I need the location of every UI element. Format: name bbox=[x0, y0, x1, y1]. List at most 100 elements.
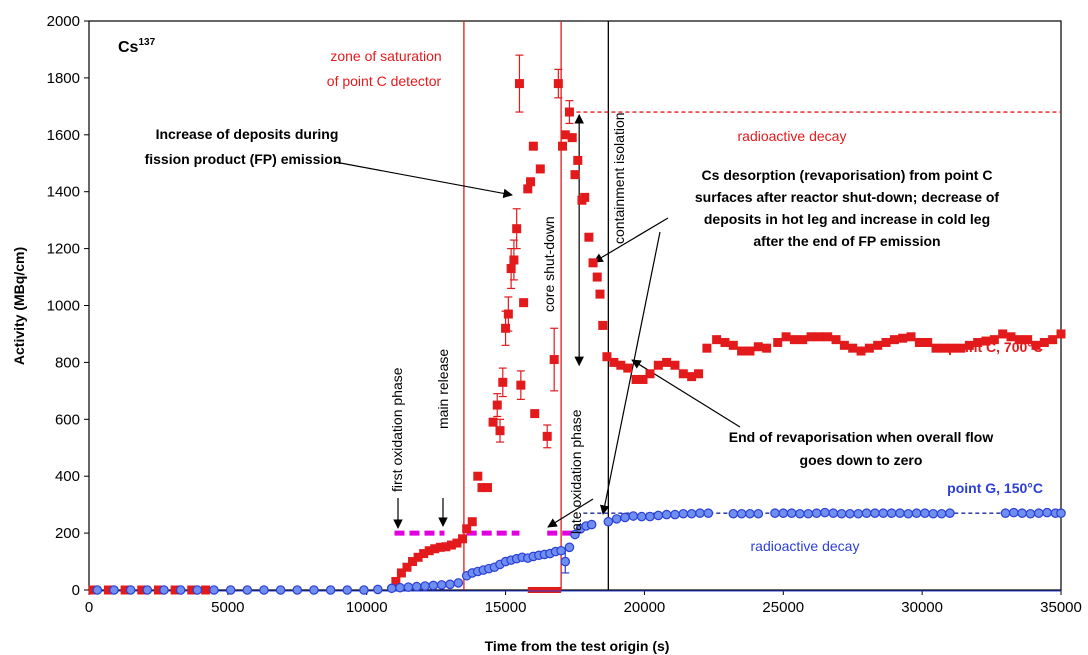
zone-saturation-label-2: of point C detector bbox=[327, 73, 442, 89]
y-tick-label: 1800 bbox=[47, 70, 80, 87]
end-revaporisation-label-2: goes down to zero bbox=[800, 452, 923, 468]
point-c-marker bbox=[939, 343, 949, 353]
late-oxidation-label: late oxidation phase bbox=[568, 409, 584, 534]
point-g-marker bbox=[395, 582, 405, 593]
x-tick-label: 5000 bbox=[211, 599, 244, 616]
point-g-marker bbox=[373, 584, 383, 595]
point-c-marker bbox=[509, 255, 519, 265]
point-c-marker bbox=[889, 335, 899, 345]
point-g-marker bbox=[142, 585, 153, 595]
point-g-marker bbox=[560, 556, 571, 567]
point-c-marker bbox=[514, 79, 524, 89]
point-c-marker bbox=[856, 346, 866, 356]
desorption-label-1: Cs desorption (revaporisation) from poin… bbox=[702, 167, 993, 183]
series-layer bbox=[88, 54, 1066, 595]
containment-isolation-label: containment isolation bbox=[611, 112, 627, 244]
point-g-marker bbox=[1000, 508, 1011, 518]
point-c-marker bbox=[1048, 335, 1058, 345]
point-c-marker bbox=[187, 585, 197, 595]
point-c-marker bbox=[720, 337, 730, 347]
chart-title-superscript: 137 bbox=[138, 37, 155, 48]
point-c-marker bbox=[526, 177, 536, 187]
point-c-marker bbox=[467, 517, 477, 527]
point-c-marker bbox=[103, 585, 113, 595]
point-c-marker bbox=[881, 337, 891, 347]
point-c-marker bbox=[670, 360, 680, 370]
point-g-label: point G, 150°C bbox=[947, 480, 1043, 496]
point-g-marker bbox=[903, 508, 914, 519]
annotation-arrow bbox=[334, 161, 513, 199]
point-g-marker bbox=[275, 585, 286, 595]
point-c-marker bbox=[798, 335, 808, 345]
point-c-marker bbox=[506, 264, 516, 274]
point-g-marker bbox=[878, 508, 889, 518]
point-c-marker bbox=[441, 542, 451, 552]
point-c-marker bbox=[483, 483, 493, 493]
annotation-lines bbox=[334, 21, 1061, 590]
point-g-marker bbox=[636, 511, 647, 522]
point-c-marker bbox=[553, 79, 563, 89]
point-g-marker bbox=[895, 508, 905, 518]
point-c-marker bbox=[530, 409, 540, 419]
point-c-marker bbox=[564, 107, 574, 117]
point-g-marker bbox=[753, 508, 764, 519]
point-c-marker bbox=[391, 576, 401, 586]
point-g-marker bbox=[420, 581, 430, 591]
point-c-marker bbox=[814, 332, 824, 342]
point-g-marker bbox=[611, 514, 622, 524]
y-axis-title: Activity (MBq/cm) bbox=[11, 247, 27, 365]
x-tick-label: 0 bbox=[85, 599, 93, 616]
point-c-marker bbox=[503, 309, 513, 319]
point-c-marker bbox=[806, 332, 816, 342]
point-g-marker bbox=[309, 585, 319, 595]
point-g-marker bbox=[325, 585, 336, 595]
point-c-marker bbox=[473, 471, 483, 481]
point-g-marker bbox=[386, 583, 397, 594]
point-c-marker bbox=[535, 164, 545, 174]
point-c-marker bbox=[458, 534, 468, 544]
point-c-marker bbox=[170, 585, 180, 595]
point-c-marker bbox=[512, 224, 522, 234]
point-g-marker bbox=[620, 512, 630, 523]
point-g-marker bbox=[411, 581, 422, 592]
point-c-marker bbox=[789, 335, 799, 345]
point-g-marker bbox=[811, 508, 822, 518]
point-g-marker bbox=[653, 510, 664, 521]
point-c-marker bbox=[402, 562, 412, 572]
point-g-marker bbox=[820, 507, 830, 518]
point-g-marker bbox=[436, 580, 447, 590]
point-g-marker bbox=[836, 508, 847, 519]
point-g-marker bbox=[192, 585, 203, 595]
point-g-marker bbox=[886, 508, 897, 518]
point-c-marker bbox=[1023, 335, 1033, 345]
point-g-marker bbox=[678, 508, 689, 519]
point-c-marker bbox=[498, 377, 508, 387]
point-g-marker bbox=[225, 585, 236, 595]
point-c-marker bbox=[687, 372, 697, 382]
point-c-marker bbox=[737, 346, 747, 356]
point-g-marker bbox=[670, 509, 680, 520]
point-g-marker bbox=[745, 508, 755, 519]
point-c-marker bbox=[558, 141, 568, 151]
radioactive-decay-blue-label: radioactive decay bbox=[751, 538, 860, 554]
point-c-marker bbox=[570, 170, 580, 180]
point-c-marker bbox=[981, 336, 991, 346]
x-tick-label: 30000 bbox=[901, 599, 943, 616]
y-tick-label: 0 bbox=[72, 582, 80, 599]
point-g-marker bbox=[703, 508, 714, 518]
y-tick-label: 200 bbox=[55, 525, 80, 542]
point-g-marker bbox=[445, 579, 455, 590]
point-c-marker bbox=[435, 542, 445, 552]
point-c-marker bbox=[645, 369, 655, 379]
point-g-marker bbox=[603, 516, 614, 527]
point-g-marker bbox=[661, 509, 672, 520]
desorption-label-3: deposits in hot leg and increase in cold… bbox=[704, 211, 990, 227]
point-c-marker bbox=[848, 343, 858, 353]
point-c-marker bbox=[831, 335, 841, 345]
point-c-marker bbox=[728, 340, 738, 350]
point-c-marker bbox=[616, 360, 626, 370]
point-c-marker bbox=[430, 544, 440, 554]
chart-title: Cs137 bbox=[118, 37, 156, 56]
point-g-marker bbox=[911, 508, 922, 518]
